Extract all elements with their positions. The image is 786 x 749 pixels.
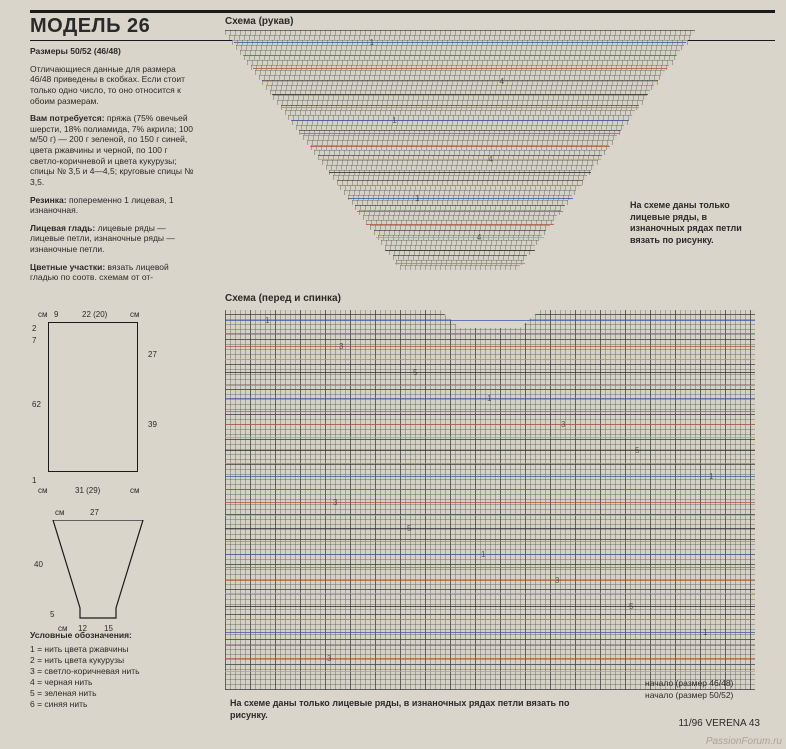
sleeve-chart-label: Схема (рукав) <box>225 16 293 27</box>
legend-title: Условные обозначения: <box>30 630 200 641</box>
body-rect <box>48 322 138 472</box>
sleeve-note: На схеме даны только лицевые ряды, в изн… <box>630 200 760 247</box>
dim-cm: см <box>38 310 48 319</box>
sdim-27: 27 <box>90 508 99 517</box>
intro-text: Отличающиеся данные для размера 46/48 пр… <box>30 64 198 107</box>
footer: 11/96 VERENA 43 <box>678 718 760 729</box>
body-note: На схеме даны только лицевые ряды, в изн… <box>230 698 590 721</box>
dim-62: 62 <box>32 400 41 409</box>
dim-9: 9 <box>54 310 58 319</box>
sdim-cm: см <box>55 508 65 517</box>
legend-item: 5 = зеленая нить <box>30 688 200 699</box>
legend: Условные обозначения: 1 = нить цвета ржа… <box>30 630 200 710</box>
neck-cutout <box>440 310 540 328</box>
color-head: Цветные участки: <box>30 262 105 272</box>
dim-39: 39 <box>148 420 157 429</box>
dim-7: 7 <box>32 336 36 345</box>
dim-22: 22 (20) <box>82 310 107 319</box>
stst-head: Лицевая гладь: <box>30 223 95 233</box>
start-5052: начало (размер 50/52) <box>645 690 733 700</box>
rib-head: Резинка: <box>30 195 67 205</box>
sdim-40: 40 <box>34 560 43 569</box>
body-chart: 13513513513513 <box>225 310 755 690</box>
dim-cm4: см <box>130 486 140 495</box>
body-shoulder <box>48 322 68 334</box>
dim-2: 2 <box>32 324 36 333</box>
top-rule <box>30 10 775 13</box>
dim-cm2: см <box>130 310 140 319</box>
materials-head: Вам потребуется: <box>30 113 105 123</box>
sleeve-shape <box>48 520 148 620</box>
dim-cm3: см <box>38 486 48 495</box>
dim-1: 1 <box>32 476 36 485</box>
legend-item: 1 = нить цвета ржавчины <box>30 644 200 655</box>
materials-text: пряжа (75% овечьей шерсти, 18% полиамида… <box>30 113 194 187</box>
body-chart-label: Схема (перед и спинка) <box>225 293 341 304</box>
sleeve-chart: 141414 <box>225 30 700 275</box>
watermark: PassionForum.ru <box>706 736 782 747</box>
left-column: Размеры 50/52 (46/48) Отличающиеся данны… <box>30 46 198 290</box>
start-4648: начало (размер 46/48) <box>645 678 733 688</box>
sdim-5: 5 <box>50 610 54 619</box>
sizes-heading: Размеры 50/52 (46/48) <box>30 46 121 56</box>
legend-item: 3 = светло-коричневая нить <box>30 666 200 677</box>
dim-27: 27 <box>148 350 157 359</box>
legend-item: 4 = черная нить <box>30 677 200 688</box>
legend-item: 2 = нить цвета кукурузы <box>30 655 200 666</box>
legend-item: 6 = синяя нить <box>30 699 200 710</box>
dim-31: 31 (29) <box>75 486 100 495</box>
